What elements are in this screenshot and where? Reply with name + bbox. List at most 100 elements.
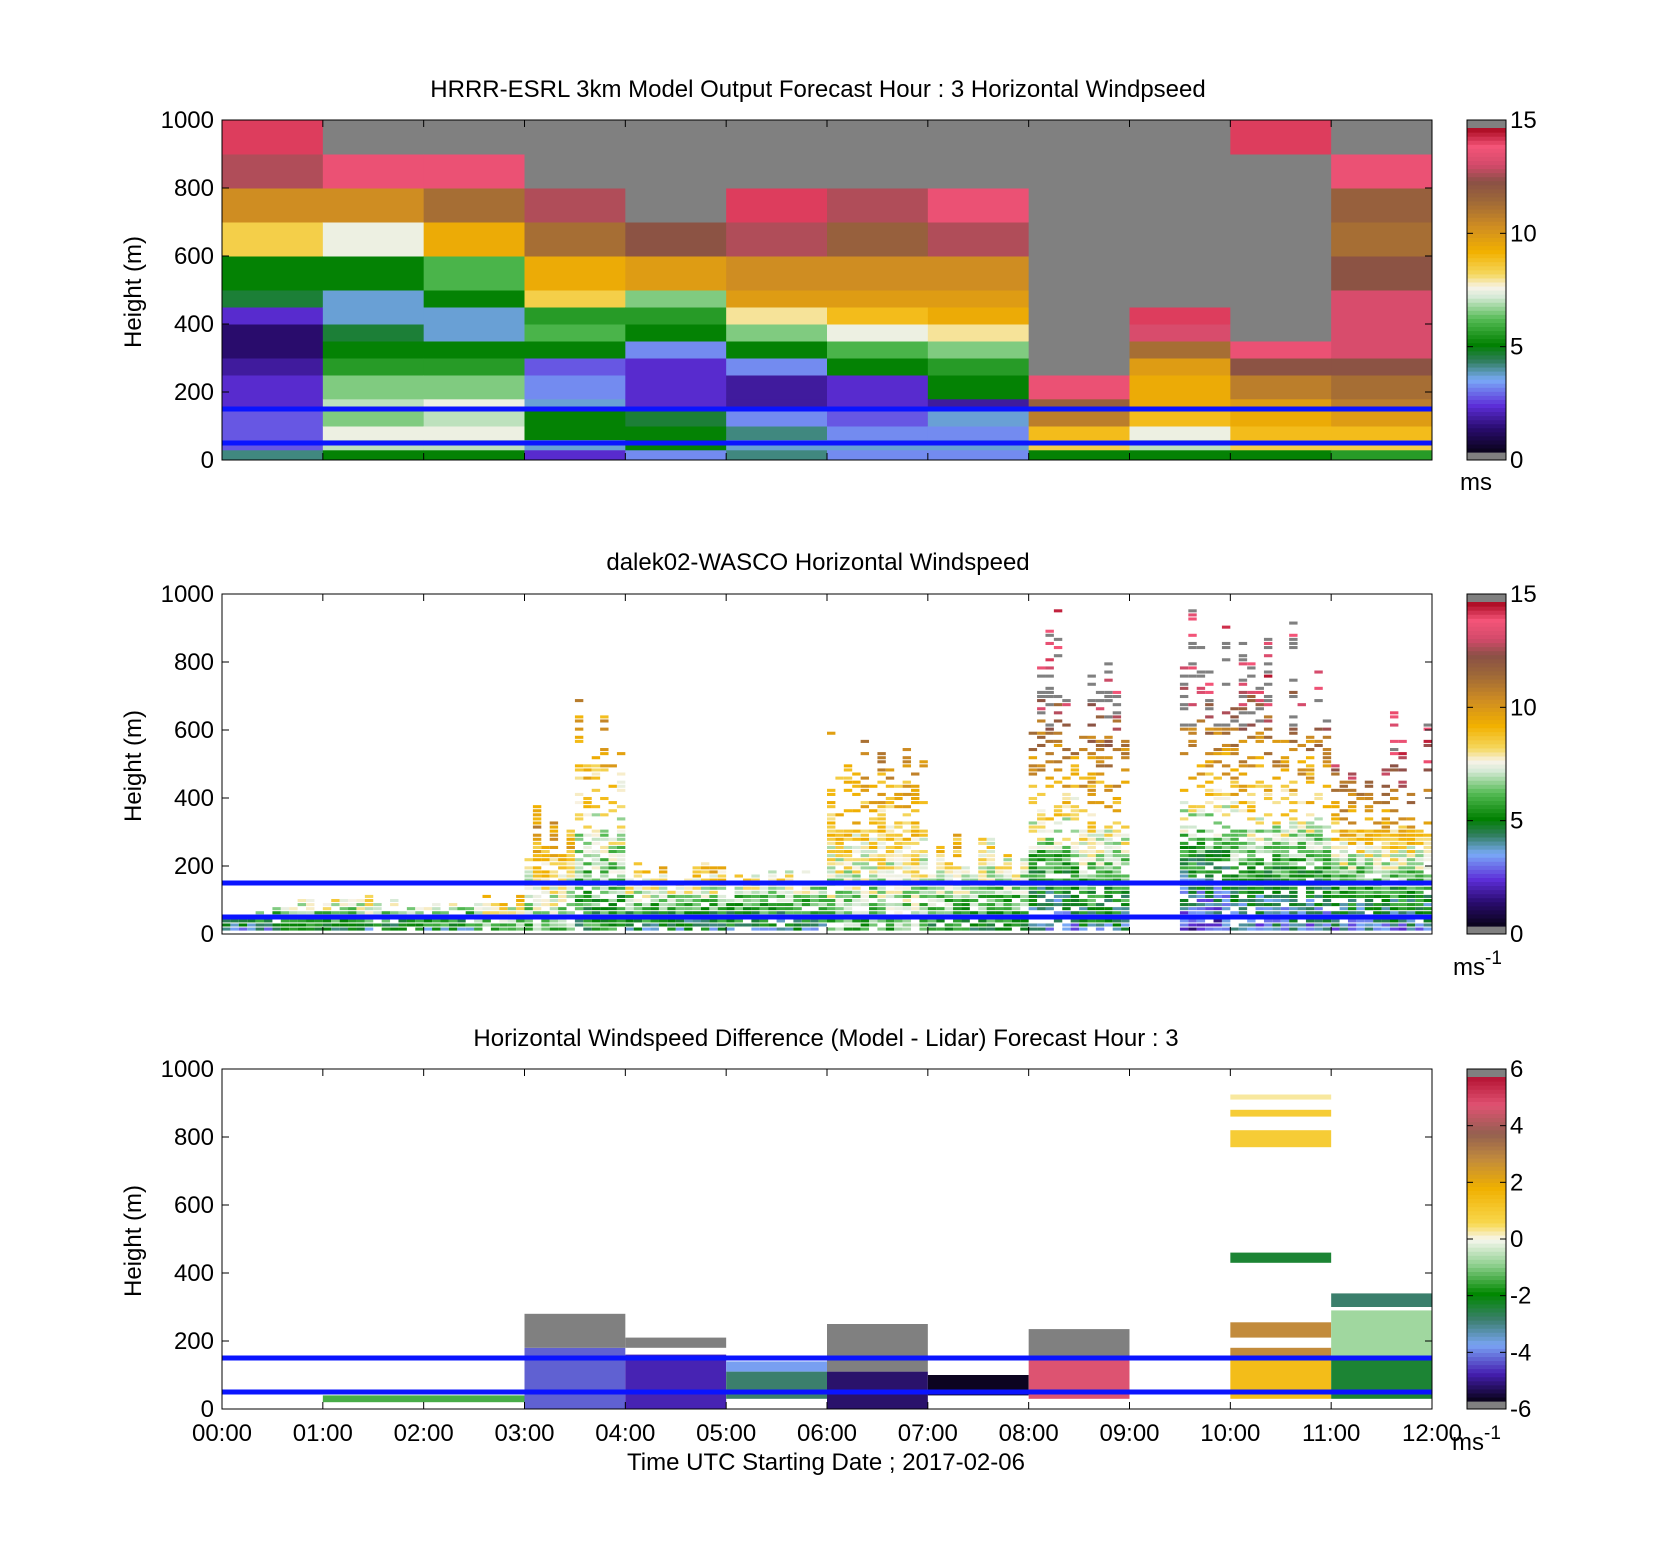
heatmap-cell (574, 735, 584, 739)
heatmap-cell (1238, 903, 1248, 907)
heatmap-cell (1238, 707, 1248, 711)
heatmap-cell (499, 911, 508, 915)
heatmap-cell (524, 375, 626, 400)
heatmap-cell (583, 801, 592, 805)
colorbar-swatch (1467, 1077, 1506, 1082)
heatmap-cell (1095, 829, 1105, 833)
heatmap-cell (1053, 805, 1063, 809)
heatmap-cell (1364, 792, 1374, 796)
heatmap-cell (1087, 923, 1096, 927)
heatmap-cell (717, 923, 727, 927)
heatmap-cell (827, 862, 836, 866)
heatmap-cell (1230, 743, 1239, 747)
heatmap-cell (1305, 903, 1315, 907)
heatmap-cell (1095, 739, 1105, 743)
heatmap-cell (322, 222, 425, 257)
heatmap-cell (1053, 911, 1063, 915)
heatmap-cell (1280, 813, 1290, 817)
heatmap-cell (1230, 449, 1332, 461)
heatmap-cell (919, 764, 928, 768)
heatmap-cell (558, 898, 567, 903)
colorbar-swatch (1467, 290, 1506, 295)
colorbar-swatch (1467, 387, 1506, 392)
heatmap-cell (415, 907, 424, 911)
heatmap-cell (532, 837, 542, 841)
heatmap-cell (1213, 752, 1222, 756)
heatmap-cell (1121, 743, 1130, 747)
heatmap-cell (709, 927, 718, 931)
heatmap-cell (827, 870, 836, 874)
heatmap-cell (600, 919, 609, 923)
heatmap-cell (1121, 907, 1130, 911)
heatmap-cell (549, 927, 559, 931)
heatmap-cell (1238, 890, 1248, 894)
heatmap-cell (1356, 796, 1365, 801)
heatmap-cell (1314, 727, 1323, 731)
heatmap-cell (1104, 854, 1113, 858)
heatmap-cell (927, 154, 1030, 189)
heatmap-cell (1079, 898, 1088, 903)
heatmap-cell (566, 829, 575, 833)
heatmap-cell (953, 870, 962, 874)
heatmap-cell (1280, 898, 1290, 903)
heatmap-cell (1037, 817, 1046, 821)
heatmap-cell (911, 866, 920, 870)
heatmap-cell (1381, 801, 1390, 805)
heatmap-cell (1045, 633, 1054, 637)
heatmap-cell (1238, 690, 1248, 694)
heatmap-cell (1331, 772, 1340, 776)
heatmap-cell (1230, 841, 1239, 845)
heatmap-cell (936, 845, 945, 849)
heatmap-cell (1238, 874, 1248, 878)
heatmap-cell (339, 907, 349, 911)
heatmap-cell (1045, 866, 1054, 870)
heatmap-cell (558, 854, 567, 858)
x-tick-label: 12:00 (1402, 1420, 1462, 1447)
heatmap-cell (1179, 809, 1189, 813)
heatmap-cell (608, 923, 617, 927)
heatmap-cell (827, 324, 929, 342)
heatmap-cell (1280, 788, 1290, 792)
heatmap-cell (835, 903, 844, 907)
heatmap-cell (953, 927, 962, 931)
heatmap-cell (600, 886, 609, 890)
colorbar-swatch (1467, 358, 1506, 364)
heatmap-cell (1129, 358, 1231, 376)
heatmap-cell (1112, 890, 1122, 894)
heatmap-cell (1104, 878, 1113, 882)
colorbar-swatch (1467, 249, 1506, 255)
heatmap-cell (717, 878, 727, 882)
heatmap-cell (1062, 898, 1071, 903)
colorbar-swatch (1467, 1186, 1506, 1191)
heatmap-cell (1322, 841, 1332, 845)
heatmap-cell (1255, 707, 1264, 711)
heatmap-cell (1112, 854, 1122, 858)
heatmap-cell (583, 854, 592, 858)
heatmap-cell (1415, 927, 1424, 931)
heatmap-cell (902, 792, 912, 796)
colorbar-swatch (1467, 156, 1506, 161)
heatmap-cell (986, 886, 996, 890)
heatmap-cell (1188, 854, 1197, 858)
heatmap-cell (1364, 878, 1374, 882)
heatmap-cell (532, 825, 542, 829)
heatmap-cell (658, 923, 668, 927)
heatmap-cell (541, 874, 550, 878)
heatmap-cell (986, 894, 996, 898)
colorbar-swatch (1467, 1097, 1506, 1102)
heatmap-cell (1339, 788, 1348, 792)
heatmap-cell (1188, 919, 1197, 923)
heatmap-cell (1070, 862, 1080, 866)
heatmap-cell (1053, 866, 1063, 870)
heatmap-cell (1381, 898, 1390, 903)
heatmap-cell (474, 907, 483, 911)
heatmap-cell (457, 923, 466, 927)
heatmap-cell (373, 903, 382, 907)
colorbar-swatch (1467, 808, 1506, 814)
colorbar-swatch (1467, 1287, 1506, 1293)
heatmap-cell (1011, 911, 1021, 915)
heatmap-cell (574, 792, 584, 796)
heatmap-cell (919, 927, 928, 931)
heatmap-cell (1314, 841, 1323, 845)
